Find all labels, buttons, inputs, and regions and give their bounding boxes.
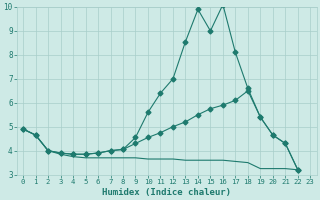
X-axis label: Humidex (Indice chaleur): Humidex (Indice chaleur) xyxy=(102,188,231,197)
